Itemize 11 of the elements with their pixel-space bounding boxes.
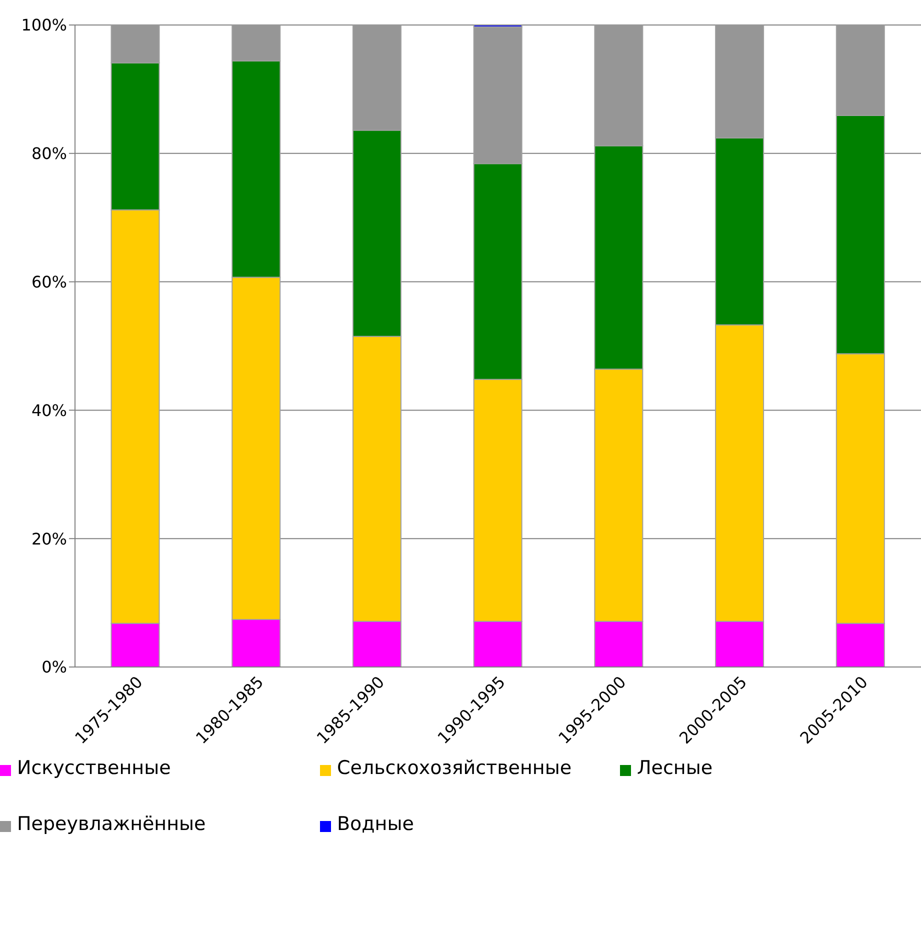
legend-label: Искусственные bbox=[17, 757, 171, 779]
y-tick-label: 40% bbox=[31, 400, 67, 420]
y-tick-label: 0% bbox=[42, 658, 67, 677]
y-tick-label: 60% bbox=[31, 272, 67, 292]
legend-label: Водные bbox=[337, 813, 414, 835]
legend-label: Переувлажнённые bbox=[17, 813, 206, 835]
legend-label: Лесные bbox=[637, 757, 713, 779]
y-tick-label: 100% bbox=[21, 16, 67, 35]
y-tick-label: 20% bbox=[31, 529, 67, 548]
legend-label: Сельскохозяйственные bbox=[337, 757, 572, 779]
y-tick-label: 80% bbox=[31, 144, 67, 164]
